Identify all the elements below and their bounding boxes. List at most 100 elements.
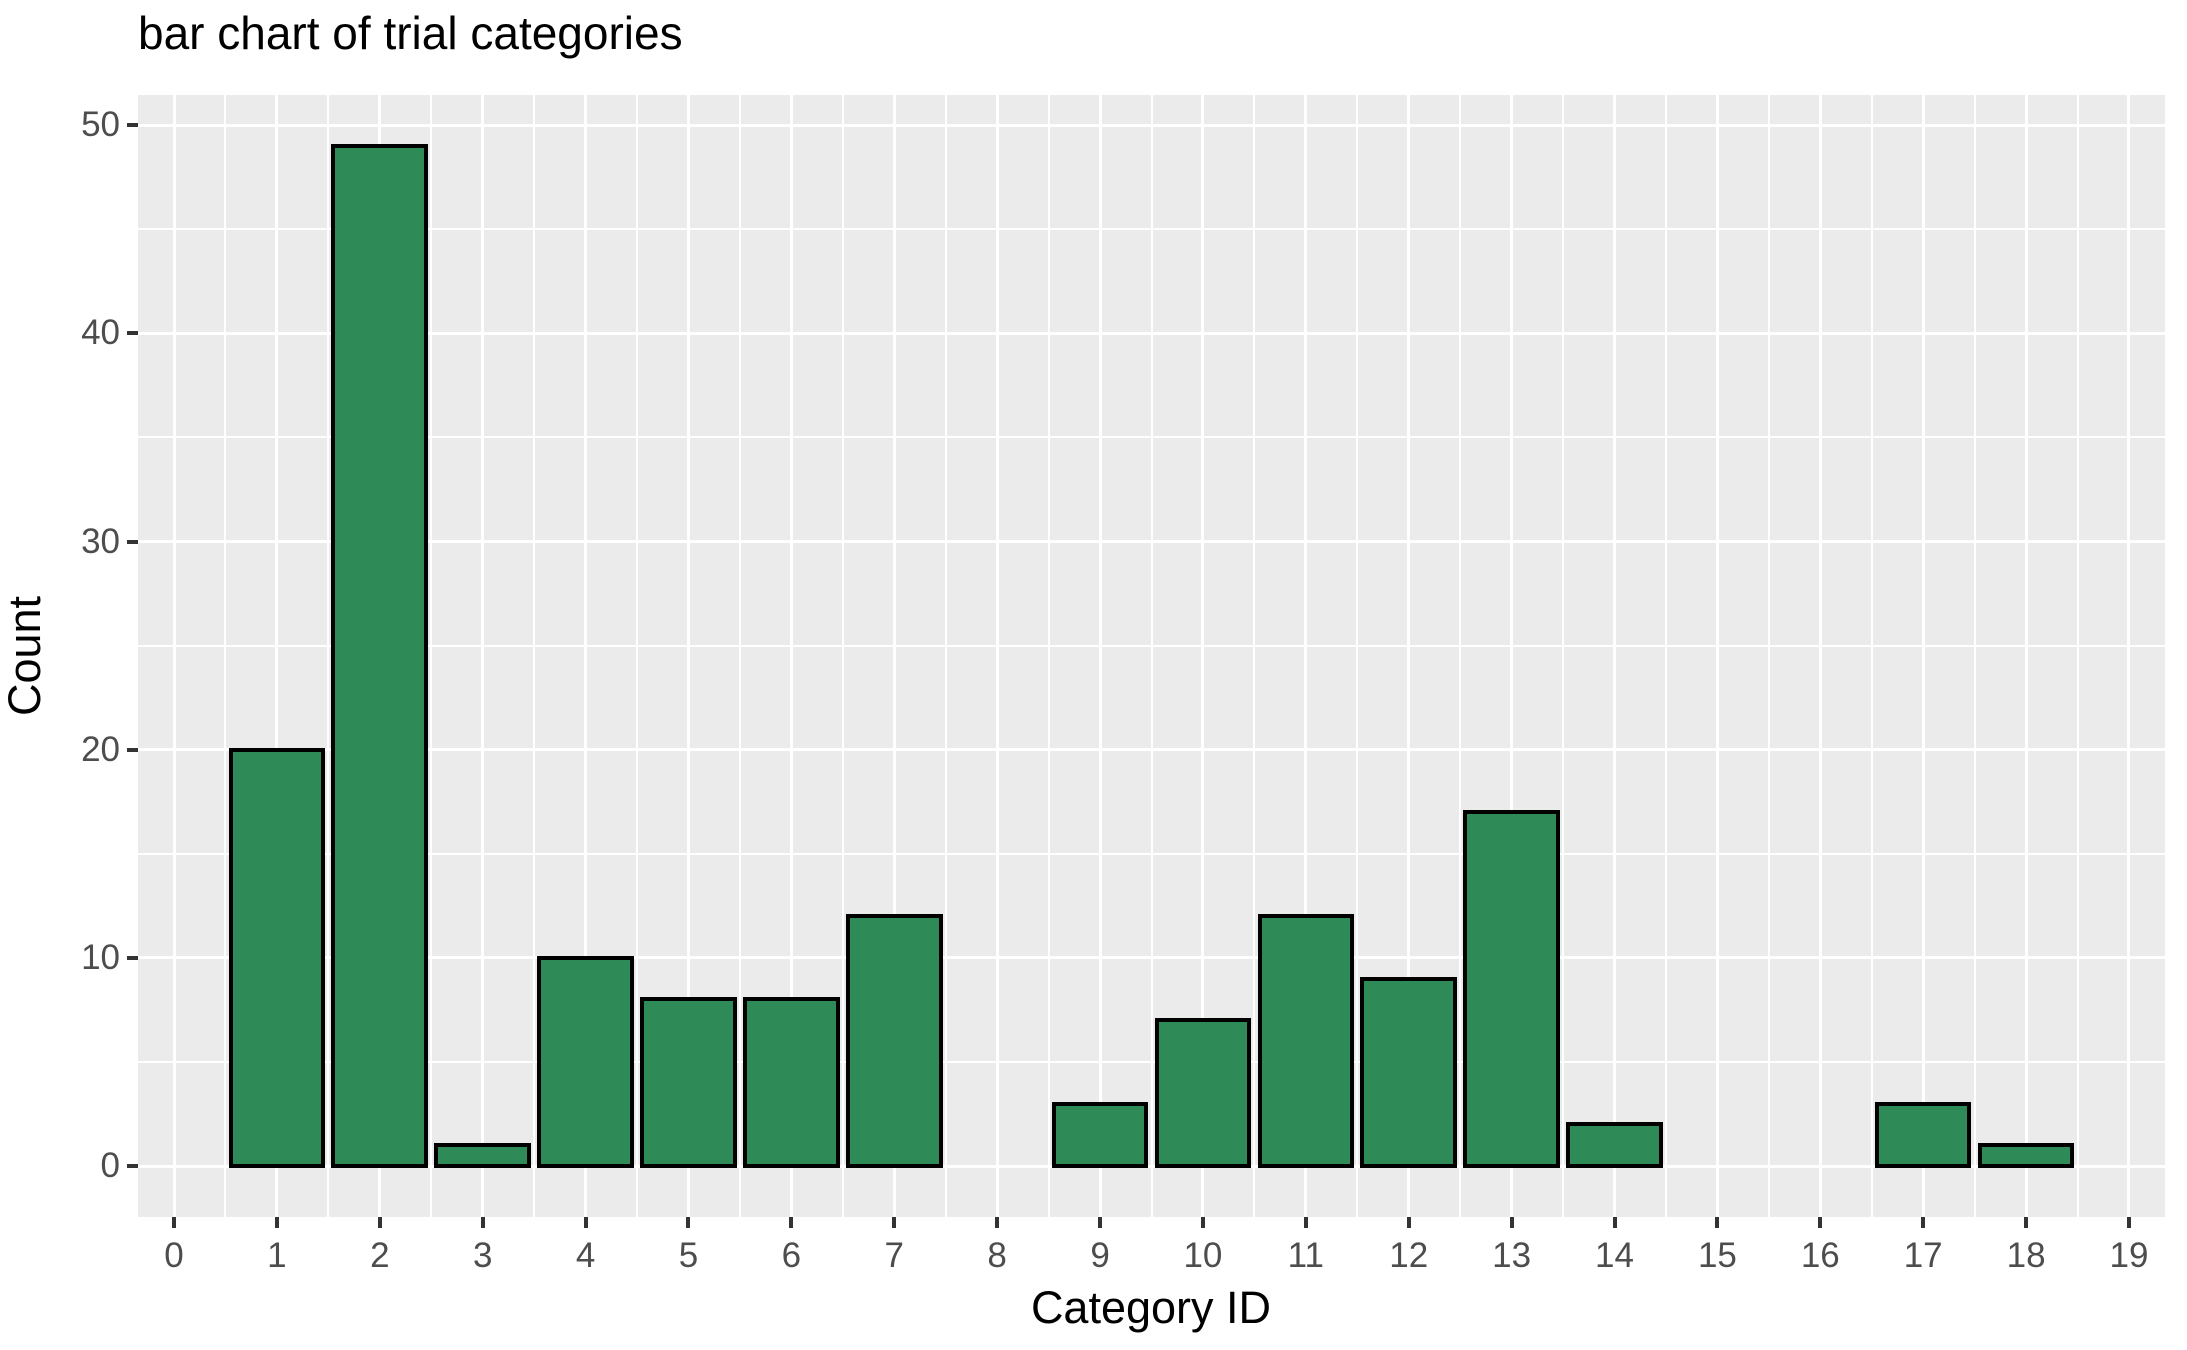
- major-x-gridline: [1613, 95, 1617, 1217]
- bar-category-12: [1360, 976, 1458, 1168]
- major-x-gridline: [481, 95, 485, 1217]
- minor-x-gridline: [1767, 95, 1770, 1217]
- minor-x-gridline: [430, 95, 433, 1217]
- x-tick-mark: [1098, 1217, 1103, 1228]
- major-x-gridline: [892, 95, 896, 1217]
- major-y-gridline: [138, 331, 2165, 335]
- bar-category-5: [640, 997, 737, 1168]
- minor-x-gridline: [841, 95, 844, 1217]
- minor-x-gridline: [1459, 95, 1462, 1217]
- x-tick-label-1: 1: [267, 1236, 287, 1275]
- y-tick-mark: [127, 747, 138, 752]
- y-tick-mark: [127, 955, 138, 960]
- x-tick-label-6: 6: [781, 1236, 802, 1275]
- x-tick-mark: [1406, 1217, 1411, 1228]
- y-tick-label-0: 0: [100, 1146, 120, 1185]
- major-x-gridline: [1818, 95, 1822, 1217]
- bar-category-18: [1977, 1143, 2075, 1168]
- x-tick-label-19: 19: [2109, 1236, 2149, 1275]
- x-tick-label-11: 11: [1287, 1236, 1324, 1275]
- bar-category-17: [1874, 1101, 1972, 1168]
- x-tick-label-12: 12: [1389, 1236, 1429, 1275]
- x-tick-mark: [1818, 1217, 1823, 1228]
- minor-x-gridline: [327, 95, 330, 1217]
- x-tick-label-8: 8: [987, 1236, 1007, 1275]
- major-x-gridline: [1715, 95, 1719, 1217]
- bar-category-2: [331, 144, 429, 1168]
- bar-category-9: [1051, 1101, 1149, 1168]
- minor-x-gridline: [944, 95, 947, 1217]
- minor-x-gridline: [1150, 95, 1153, 1217]
- major-x-gridline: [2024, 95, 2028, 1217]
- x-tick-mark: [892, 1217, 897, 1228]
- major-x-gridline: [172, 95, 176, 1217]
- major-y-gridline: [138, 540, 2165, 543]
- y-tick-label-10: 10: [81, 937, 120, 977]
- minor-x-gridline: [1562, 95, 1565, 1217]
- bar-category-13: [1463, 810, 1560, 1168]
- x-tick-label-7: 7: [884, 1236, 904, 1275]
- major-x-gridline: [2127, 95, 2131, 1217]
- major-x-gridline: [1407, 95, 1411, 1217]
- bar-category-3: [434, 1143, 531, 1168]
- minor-x-gridline: [1047, 95, 1050, 1217]
- x-tick-mark: [274, 1217, 279, 1228]
- x-tick-mark: [172, 1217, 176, 1228]
- major-x-gridline: [789, 95, 793, 1217]
- x-tick-label-9: 9: [1090, 1236, 1110, 1275]
- major-y-gridline: [138, 123, 2165, 127]
- minor-y-gridline: [138, 228, 2165, 231]
- major-x-gridline: [995, 95, 999, 1217]
- minor-x-gridline: [636, 95, 639, 1217]
- y-tick-label-50: 50: [81, 105, 120, 145]
- x-tick-label-10: 10: [1183, 1236, 1223, 1275]
- major-x-gridline: [1098, 95, 1102, 1217]
- x-tick-label-5: 5: [678, 1236, 699, 1275]
- minor-x-gridline: [1973, 95, 1976, 1217]
- major-y-gridline: [138, 748, 2165, 752]
- x-tick-mark: [686, 1217, 691, 1228]
- minor-x-gridline: [1253, 95, 1256, 1217]
- x-tick-mark: [2024, 1217, 2029, 1228]
- minor-x-gridline: [1664, 95, 1667, 1217]
- bar-category-6: [743, 997, 840, 1168]
- x-tick-mark: [1303, 1217, 1308, 1228]
- bar-category-4: [537, 955, 634, 1168]
- bar-category-1: [228, 747, 326, 1168]
- major-x-gridline: [1201, 95, 1205, 1217]
- x-tick-mark: [1200, 1217, 1205, 1228]
- minor-x-gridline: [224, 95, 227, 1217]
- chart-title: bar chart of trial categories: [138, 7, 683, 59]
- minor-y-gridline: [138, 436, 2165, 439]
- minor-x-gridline: [1870, 95, 1873, 1217]
- x-tick-label-17: 17: [1903, 1236, 1943, 1275]
- major-y-gridline: [138, 956, 2165, 960]
- minor-x-gridline: [533, 95, 536, 1217]
- x-axis-title: Category ID: [1030, 1282, 1272, 1333]
- x-tick-mark: [1921, 1217, 1926, 1228]
- x-tick-label-3: 3: [472, 1236, 493, 1275]
- minor-y-gridline: [138, 1060, 2165, 1063]
- x-tick-label-18: 18: [2006, 1236, 2046, 1275]
- x-tick-label-2: 2: [370, 1236, 390, 1275]
- x-tick-label-16: 16: [1800, 1236, 1840, 1275]
- x-tick-mark: [1509, 1217, 1514, 1228]
- x-tick-mark: [480, 1217, 485, 1228]
- minor-y-gridline: [138, 852, 2165, 855]
- x-tick-mark: [995, 1217, 1000, 1228]
- major-x-gridline: [275, 95, 279, 1217]
- x-tick-mark: [789, 1217, 794, 1228]
- major-x-gridline: [584, 95, 588, 1217]
- y-axis-title: Count: [0, 595, 50, 717]
- y-tick-label-20: 20: [81, 729, 120, 769]
- bar-category-11: [1257, 914, 1355, 1168]
- major-x-gridline: [1921, 95, 1925, 1217]
- x-tick-label-4: 4: [575, 1236, 596, 1275]
- x-tick-mark: [583, 1217, 588, 1228]
- y-tick-mark: [127, 1164, 138, 1168]
- major-x-gridline: [1510, 95, 1514, 1217]
- x-tick-label-13: 13: [1492, 1236, 1532, 1275]
- x-tick-mark: [2126, 1217, 2131, 1228]
- bar-category-7: [845, 914, 943, 1168]
